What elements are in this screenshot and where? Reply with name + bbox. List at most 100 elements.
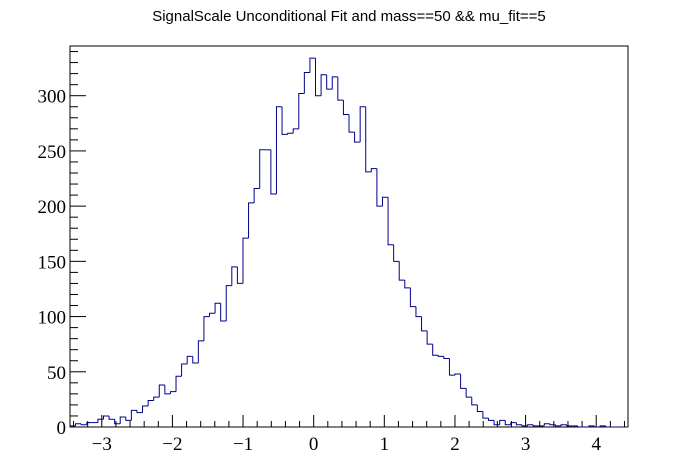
x-tick-label: 2 bbox=[450, 434, 460, 455]
histogram-bin-78 bbox=[504, 420, 511, 426]
x-tick-label: 1 bbox=[380, 434, 390, 455]
histogram-bin-24 bbox=[203, 316, 210, 341]
histogram-bin-52 bbox=[359, 106, 366, 143]
histogram-bin-50 bbox=[348, 114, 355, 133]
histogram-bin-31 bbox=[242, 237, 249, 284]
histogram-bin-26 bbox=[214, 302, 221, 314]
histogram-bin-33 bbox=[253, 187, 260, 203]
histogram-bin-49 bbox=[342, 100, 349, 115]
histogram-bin-94 bbox=[594, 425, 601, 428]
histogram-bin-72 bbox=[471, 397, 478, 406]
histogram-bin-13 bbox=[142, 405, 149, 413]
histogram-bin-37 bbox=[275, 106, 283, 194]
x-tick-label: −3 bbox=[92, 434, 112, 455]
histogram-bin-74 bbox=[482, 411, 489, 419]
histogram-bin-30 bbox=[236, 266, 243, 284]
x-tick-label: −1 bbox=[233, 434, 253, 455]
histogram-bin-70 bbox=[460, 373, 467, 389]
histogram-bin-75 bbox=[488, 418, 495, 421]
histogram-bin-57 bbox=[387, 197, 394, 246]
y-tick-label: 200 bbox=[38, 197, 67, 218]
histogram-bin-48 bbox=[337, 76, 344, 101]
histogram-bin-10 bbox=[125, 417, 132, 421]
histogram-bin-68 bbox=[448, 358, 456, 376]
histogram-bin-83 bbox=[532, 424, 539, 427]
histogram-bin-8 bbox=[114, 419, 121, 425]
histogram-bin-12 bbox=[136, 410, 143, 414]
axis-ticks bbox=[70, 51, 625, 428]
histogram-bin-64 bbox=[426, 330, 433, 345]
histogram-bin-82 bbox=[527, 424, 534, 426]
histogram-bin-23 bbox=[197, 340, 204, 363]
histogram-bin-66 bbox=[437, 355, 444, 357]
histogram-bin-63 bbox=[421, 316, 428, 332]
histogram-bin-53 bbox=[365, 106, 372, 173]
histogram-bin-34 bbox=[259, 149, 266, 189]
histogram-bin-17 bbox=[164, 385, 171, 395]
histogram-bin-20 bbox=[181, 363, 188, 377]
histogram-bin-79 bbox=[510, 422, 517, 425]
histogram-bin-25 bbox=[209, 312, 216, 317]
histogram-bin-7 bbox=[108, 415, 115, 420]
histogram-bin-65 bbox=[432, 344, 439, 356]
histogram-bin-59 bbox=[398, 261, 405, 281]
histogram-bin-87 bbox=[554, 424, 562, 427]
histogram-bin-29 bbox=[231, 266, 238, 286]
histogram-bin-73 bbox=[476, 404, 483, 413]
histogram-bin-2 bbox=[80, 423, 87, 426]
histogram-bin-36 bbox=[270, 149, 277, 195]
histogram-bin-15 bbox=[153, 396, 160, 401]
histogram-bin-40 bbox=[292, 128, 299, 134]
x-tick-label: 0 bbox=[309, 434, 319, 455]
histogram-bin-80 bbox=[515, 422, 522, 426]
histogram-bin-5 bbox=[97, 418, 104, 423]
plot-frame bbox=[69, 45, 629, 428]
histogram-bin-56 bbox=[381, 196, 389, 207]
histogram-layer bbox=[69, 57, 628, 428]
histogram-bin-42 bbox=[303, 72, 310, 94]
histogram-bin-93 bbox=[588, 425, 595, 427]
histogram-bin-14 bbox=[147, 400, 154, 407]
histogram-bin-96 bbox=[605, 425, 612, 428]
histogram-bin-6 bbox=[102, 415, 110, 420]
histogram-bin-81 bbox=[521, 424, 528, 427]
histogram-bin-95 bbox=[599, 425, 606, 427]
histogram-bin-46 bbox=[326, 74, 333, 90]
histogram-bin-86 bbox=[549, 423, 556, 426]
histogram-bin-54 bbox=[370, 168, 377, 172]
histogram-bin-41 bbox=[298, 92, 305, 129]
chart-title: SignalScale Unconditional Fit and mass==… bbox=[152, 8, 546, 25]
histogram-bin-11 bbox=[130, 409, 137, 421]
histogram-bin-19 bbox=[175, 375, 182, 392]
histogram-bin-45 bbox=[320, 74, 327, 96]
histogram-bin-61 bbox=[409, 287, 416, 308]
histogram-bin-21 bbox=[186, 355, 193, 365]
y-tick-label: 100 bbox=[38, 308, 67, 329]
histogram-bin-28 bbox=[225, 285, 232, 321]
histogram-bin-89 bbox=[566, 424, 573, 427]
axis-tick-labels: −3 −2 −1 0 1 2 3 4 0 50 100 150 200 250 300 bbox=[38, 87, 602, 455]
histogram-bin-85 bbox=[543, 423, 550, 426]
histogram-bin-39 bbox=[287, 132, 294, 135]
histogram-bin-55 bbox=[376, 168, 383, 207]
histogram-bin-44 bbox=[315, 58, 322, 97]
histogram-bin-32 bbox=[248, 202, 255, 239]
histogram-bin-58 bbox=[393, 244, 400, 262]
y-tick-label: 50 bbox=[47, 363, 66, 384]
histogram-bin-1 bbox=[75, 423, 82, 426]
histogram-bin-16 bbox=[158, 384, 165, 398]
y-tick-label: 0 bbox=[57, 418, 67, 439]
histogram-bin-71 bbox=[465, 388, 472, 398]
x-tick-label: −2 bbox=[162, 434, 182, 455]
histogram-bin-62 bbox=[415, 306, 422, 318]
histogram-bin-3 bbox=[86, 422, 93, 425]
histogram-bin-9 bbox=[119, 416, 126, 424]
y-tick-label: 250 bbox=[38, 142, 67, 163]
histogram-bin-22 bbox=[192, 356, 199, 364]
histogram-bin-88 bbox=[560, 424, 567, 426]
histogram-bin-51 bbox=[354, 132, 361, 143]
histogram-bin-27 bbox=[220, 303, 227, 322]
x-tick-label: 3 bbox=[521, 434, 531, 455]
y-tick-label: 150 bbox=[38, 252, 67, 273]
